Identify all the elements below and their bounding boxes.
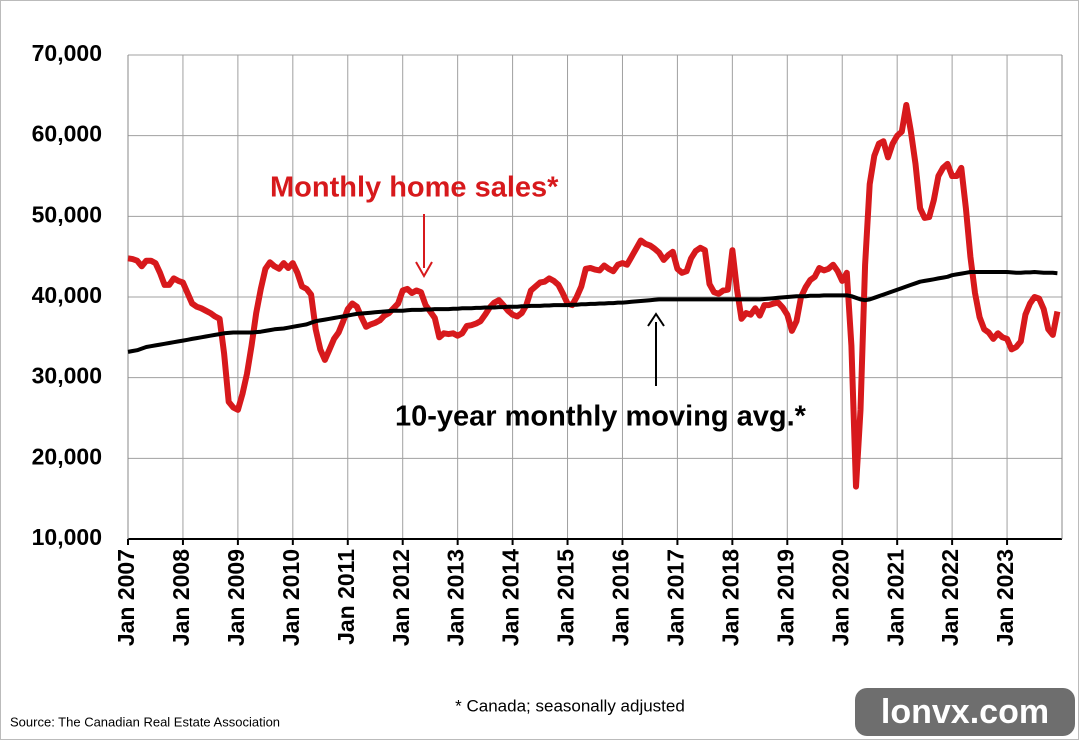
source: Source: The Canadian Real Estate Associa… [10, 714, 280, 729]
x-tick-label: Jan 2012 [388, 549, 414, 646]
y-tick-label: 70,000 [32, 40, 102, 66]
x-tick-label: Jan 2007 [113, 549, 139, 646]
x-tick-label: Jan 2022 [937, 549, 963, 646]
series-line [127, 270, 1058, 354]
footnote: * Canada; seasonally adjusted [455, 696, 685, 715]
x-tick-label: Jan 2020 [827, 549, 853, 646]
y-tick-label: 30,000 [32, 363, 102, 389]
x-tick-label: Jan 2023 [992, 549, 1018, 646]
x-tick-label: Jan 2021 [882, 549, 908, 646]
x-tick-label: Jan 2017 [662, 549, 688, 646]
annotation-arrowhead [647, 312, 665, 327]
x-tick-label: Jan 2008 [168, 549, 194, 646]
annotation: Monthly home sales* [270, 172, 559, 204]
y-tick-label: 40,000 [32, 282, 102, 308]
x-tick-label: Jan 2019 [772, 549, 798, 646]
x-tick-label: Jan 2015 [553, 549, 579, 646]
x-tick-label: Jan 2016 [608, 549, 634, 646]
watermark-bg [855, 688, 1075, 736]
watermark: lonvx.com [881, 693, 1049, 731]
y-tick-label: 60,000 [32, 121, 102, 147]
y-tick-label: 10,000 [32, 524, 102, 550]
x-tick-label: Jan 2009 [223, 549, 249, 646]
x-tick-label: Jan 2011 [333, 549, 359, 645]
annotation-arrowhead [415, 261, 433, 279]
y-tick-label: 50,000 [32, 201, 102, 227]
x-tick-label: Jan 2010 [278, 549, 304, 646]
x-tick-label: Jan 2014 [498, 549, 524, 646]
annotation: 10-year monthly moving avg.* [395, 401, 807, 433]
x-tick-label: Jan 2018 [717, 549, 743, 646]
x-tick-label: Jan 2013 [443, 549, 469, 646]
y-tick-label: 20,000 [32, 443, 102, 469]
series-line [127, 102, 1061, 490]
